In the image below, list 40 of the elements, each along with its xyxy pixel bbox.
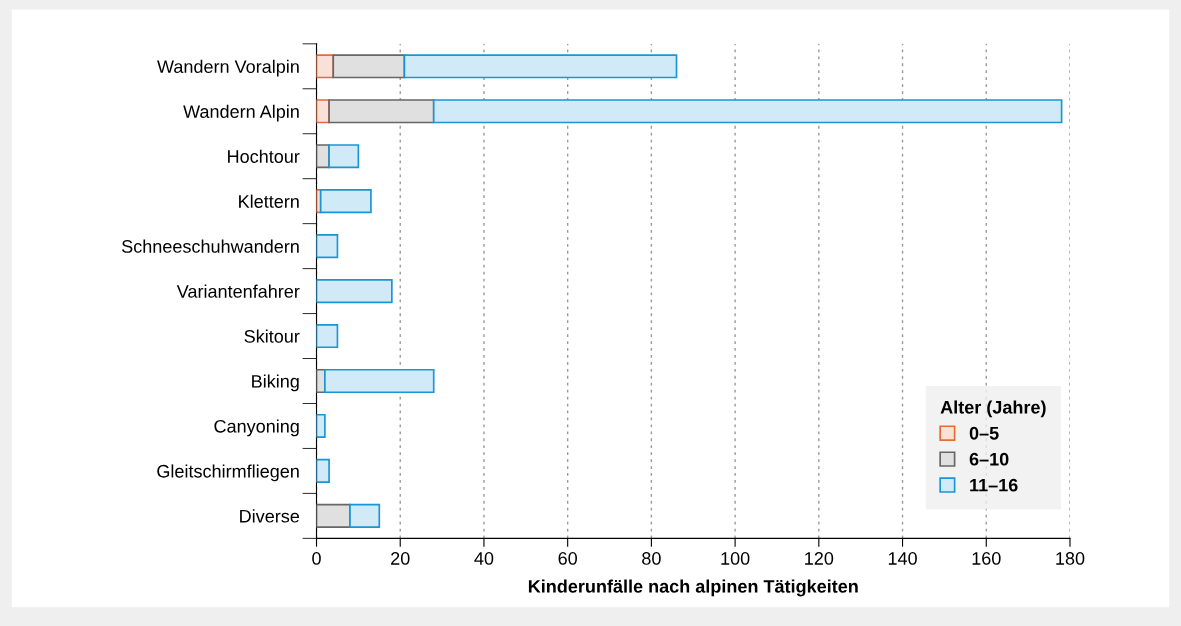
x-tick-label: 180 [1056, 552, 1085, 565]
bar [324, 368, 435, 394]
y-tick-label: Hochtour [228, 149, 300, 163]
x-tick-label: 160 [972, 552, 1001, 565]
bar [349, 503, 381, 528]
bar [319, 189, 372, 214]
y-tick-label: Wandern Alpin [183, 104, 299, 122]
y-tick-label: Variantenfahrer [176, 284, 300, 298]
x-tick-label: 80 [642, 552, 661, 565]
bar [316, 279, 393, 304]
bar [328, 99, 435, 124]
legend-label: 6–10 [969, 452, 1009, 466]
bar [316, 323, 339, 349]
legend-title: Alter (Jahre) [940, 400, 1046, 418]
x-tick-label: 60 [558, 552, 577, 565]
y-tick-label: Diverse [240, 509, 300, 523]
bar [432, 99, 1063, 124]
y-tick-label: Wandern Voralpin [157, 59, 299, 77]
x-tick-label: 140 [888, 552, 917, 565]
y-tick-label: Canyoning [214, 419, 299, 437]
bar [316, 234, 339, 259]
x-axis-title: Kinderunfälle nach alpinen Tätigkeiten [528, 579, 858, 597]
x-tick-label: 100 [721, 552, 750, 565]
y-tick-label: Biking [252, 374, 299, 392]
y-tick-label: Klettern [239, 194, 299, 208]
bar [403, 54, 678, 79]
bar [332, 54, 406, 79]
x-tick-label: 120 [805, 552, 834, 565]
y-tick-label: Schneeschuhwandern [122, 239, 299, 253]
legend-label: 0–5 [969, 426, 999, 440]
x-tick-label: 0 [312, 552, 321, 565]
y-tick-label: Gleitschirmfliegen [157, 464, 299, 482]
bar [316, 458, 330, 483]
bar [328, 144, 360, 169]
x-tick-label: 20 [391, 552, 410, 565]
y-tick-label: Skitour [244, 329, 300, 343]
bar [316, 503, 351, 528]
legend-label: 11–16 [970, 478, 1018, 492]
x-tick-label: 40 [474, 552, 494, 565]
bar [316, 413, 326, 439]
